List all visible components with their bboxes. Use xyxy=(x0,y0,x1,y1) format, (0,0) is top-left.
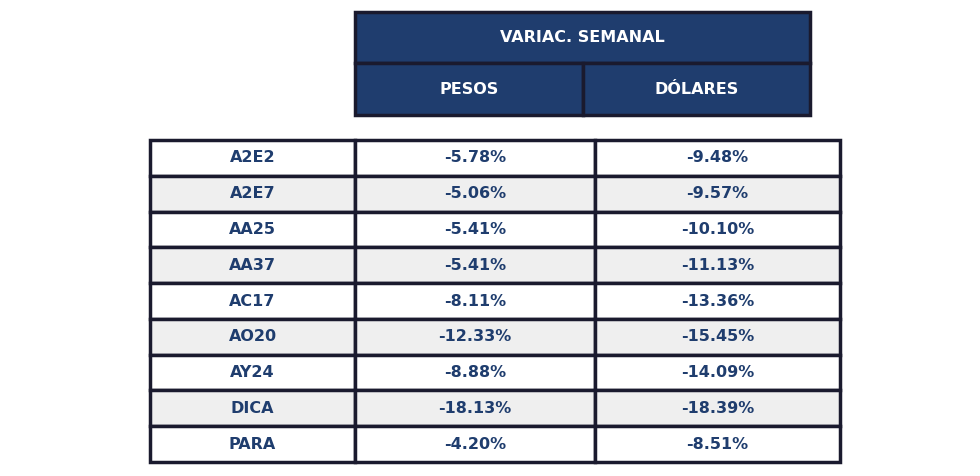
Bar xyxy=(150,390,355,426)
Text: A2E7: A2E7 xyxy=(229,186,275,201)
Text: -9.57%: -9.57% xyxy=(686,186,749,201)
Bar xyxy=(150,426,355,462)
Text: -8.88%: -8.88% xyxy=(444,365,506,380)
Text: DICA: DICA xyxy=(230,401,274,416)
Bar xyxy=(150,248,355,283)
Text: -5.41%: -5.41% xyxy=(444,222,506,237)
Bar xyxy=(150,140,355,176)
Text: PESOS: PESOS xyxy=(439,81,499,97)
Bar xyxy=(595,283,840,319)
Bar xyxy=(355,211,595,248)
Text: -18.13%: -18.13% xyxy=(438,401,512,416)
Bar xyxy=(595,426,840,462)
Text: -15.45%: -15.45% xyxy=(681,329,755,344)
Bar xyxy=(595,176,840,211)
Text: -8.11%: -8.11% xyxy=(444,294,506,308)
Text: -10.10%: -10.10% xyxy=(681,222,755,237)
Text: A2E2: A2E2 xyxy=(229,150,275,165)
Bar xyxy=(355,140,595,176)
Text: AA25: AA25 xyxy=(229,222,276,237)
Text: AO20: AO20 xyxy=(228,329,276,344)
Text: -8.51%: -8.51% xyxy=(686,436,749,452)
Text: -12.33%: -12.33% xyxy=(438,329,512,344)
Bar xyxy=(355,319,595,355)
Bar xyxy=(355,176,595,211)
Bar xyxy=(355,283,595,319)
Text: -13.36%: -13.36% xyxy=(681,294,755,308)
Bar xyxy=(150,319,355,355)
Bar xyxy=(150,283,355,319)
Text: AC17: AC17 xyxy=(229,294,275,308)
Text: -9.48%: -9.48% xyxy=(686,150,749,165)
Bar xyxy=(355,248,595,283)
Text: AA37: AA37 xyxy=(229,258,276,273)
Text: -14.09%: -14.09% xyxy=(681,365,755,380)
Text: -5.06%: -5.06% xyxy=(444,186,506,201)
Bar xyxy=(595,355,840,390)
Bar xyxy=(355,63,582,115)
Bar xyxy=(355,12,810,63)
Bar xyxy=(150,211,355,248)
Bar xyxy=(150,176,355,211)
Bar xyxy=(355,355,595,390)
Text: -4.20%: -4.20% xyxy=(444,436,506,452)
Bar xyxy=(150,355,355,390)
Text: AY24: AY24 xyxy=(230,365,274,380)
Text: DÓLARES: DÓLARES xyxy=(654,81,738,97)
Bar xyxy=(595,248,840,283)
Text: -5.78%: -5.78% xyxy=(444,150,506,165)
Bar xyxy=(595,140,840,176)
Bar xyxy=(595,390,840,426)
Bar xyxy=(595,211,840,248)
Text: -11.13%: -11.13% xyxy=(681,258,755,273)
Bar xyxy=(595,319,840,355)
Bar xyxy=(355,390,595,426)
Text: PARA: PARA xyxy=(229,436,276,452)
Bar xyxy=(355,426,595,462)
Bar xyxy=(582,63,810,115)
Text: -5.41%: -5.41% xyxy=(444,258,506,273)
Text: -18.39%: -18.39% xyxy=(681,401,755,416)
Text: VARIAC. SEMANAL: VARIAC. SEMANAL xyxy=(500,30,664,45)
